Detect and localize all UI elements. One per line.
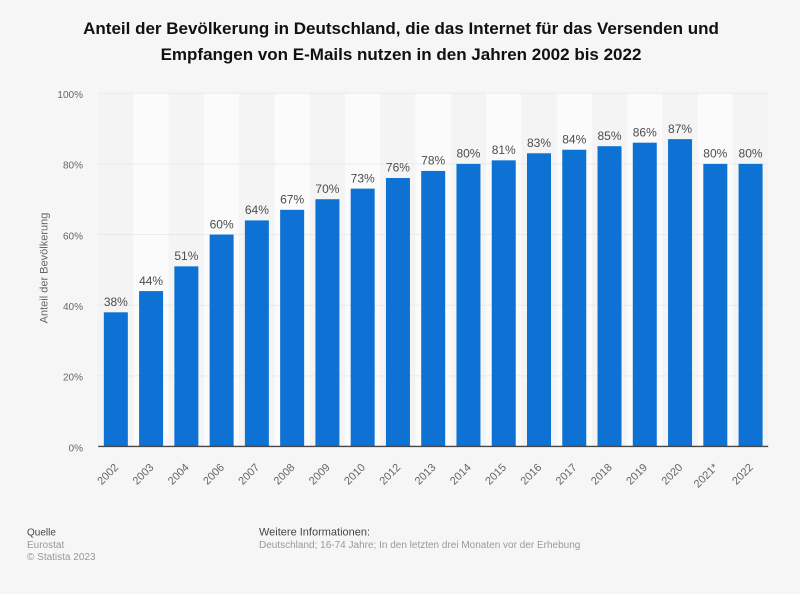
svg-text:67%: 67% <box>280 193 304 207</box>
svg-text:20%: 20% <box>63 373 83 384</box>
svg-text:78%: 78% <box>421 154 445 168</box>
svg-text:44%: 44% <box>139 274 163 288</box>
svg-text:84%: 84% <box>562 132 586 146</box>
svg-text:0%: 0% <box>69 443 84 454</box>
svg-text:100%: 100% <box>57 90 83 101</box>
svg-text:Weitere Informationen:: Weitere Informationen: <box>259 526 370 538</box>
svg-text:81%: 81% <box>492 143 516 157</box>
svg-text:86%: 86% <box>633 125 657 139</box>
svg-text:80%: 80% <box>703 147 727 161</box>
svg-text:64%: 64% <box>245 203 269 217</box>
svg-text:© Statista 2023: © Statista 2023 <box>27 552 96 563</box>
svg-text:80%: 80% <box>739 147 763 161</box>
svg-text:60%: 60% <box>63 231 83 242</box>
svg-text:70%: 70% <box>315 182 339 196</box>
svg-text:38%: 38% <box>104 295 128 309</box>
svg-text:87%: 87% <box>668 122 692 136</box>
svg-text:Deutschland; 16-74 Jahre; In d: Deutschland; 16-74 Jahre; In den letzten… <box>259 540 580 551</box>
svg-text:83%: 83% <box>527 136 551 150</box>
svg-text:Anteil der Bevölkerung: Anteil der Bevölkerung <box>39 213 51 324</box>
svg-text:60%: 60% <box>210 217 234 231</box>
svg-text:40%: 40% <box>63 302 83 313</box>
svg-text:73%: 73% <box>351 171 375 185</box>
svg-text:Empfangen von E-Mails nutzen i: Empfangen von E-Mails nutzen in den Jahr… <box>161 45 642 64</box>
svg-text:51%: 51% <box>174 249 198 263</box>
svg-text:Quelle: Quelle <box>27 527 56 538</box>
svg-text:Anteil der Bevölkerung in Deut: Anteil der Bevölkerung in Deutschland, d… <box>83 19 719 38</box>
svg-text:80%: 80% <box>63 161 83 172</box>
svg-text:85%: 85% <box>598 129 622 143</box>
svg-text:80%: 80% <box>456 147 480 161</box>
svg-text:76%: 76% <box>386 161 410 175</box>
svg-text:Eurostat: Eurostat <box>27 540 64 551</box>
